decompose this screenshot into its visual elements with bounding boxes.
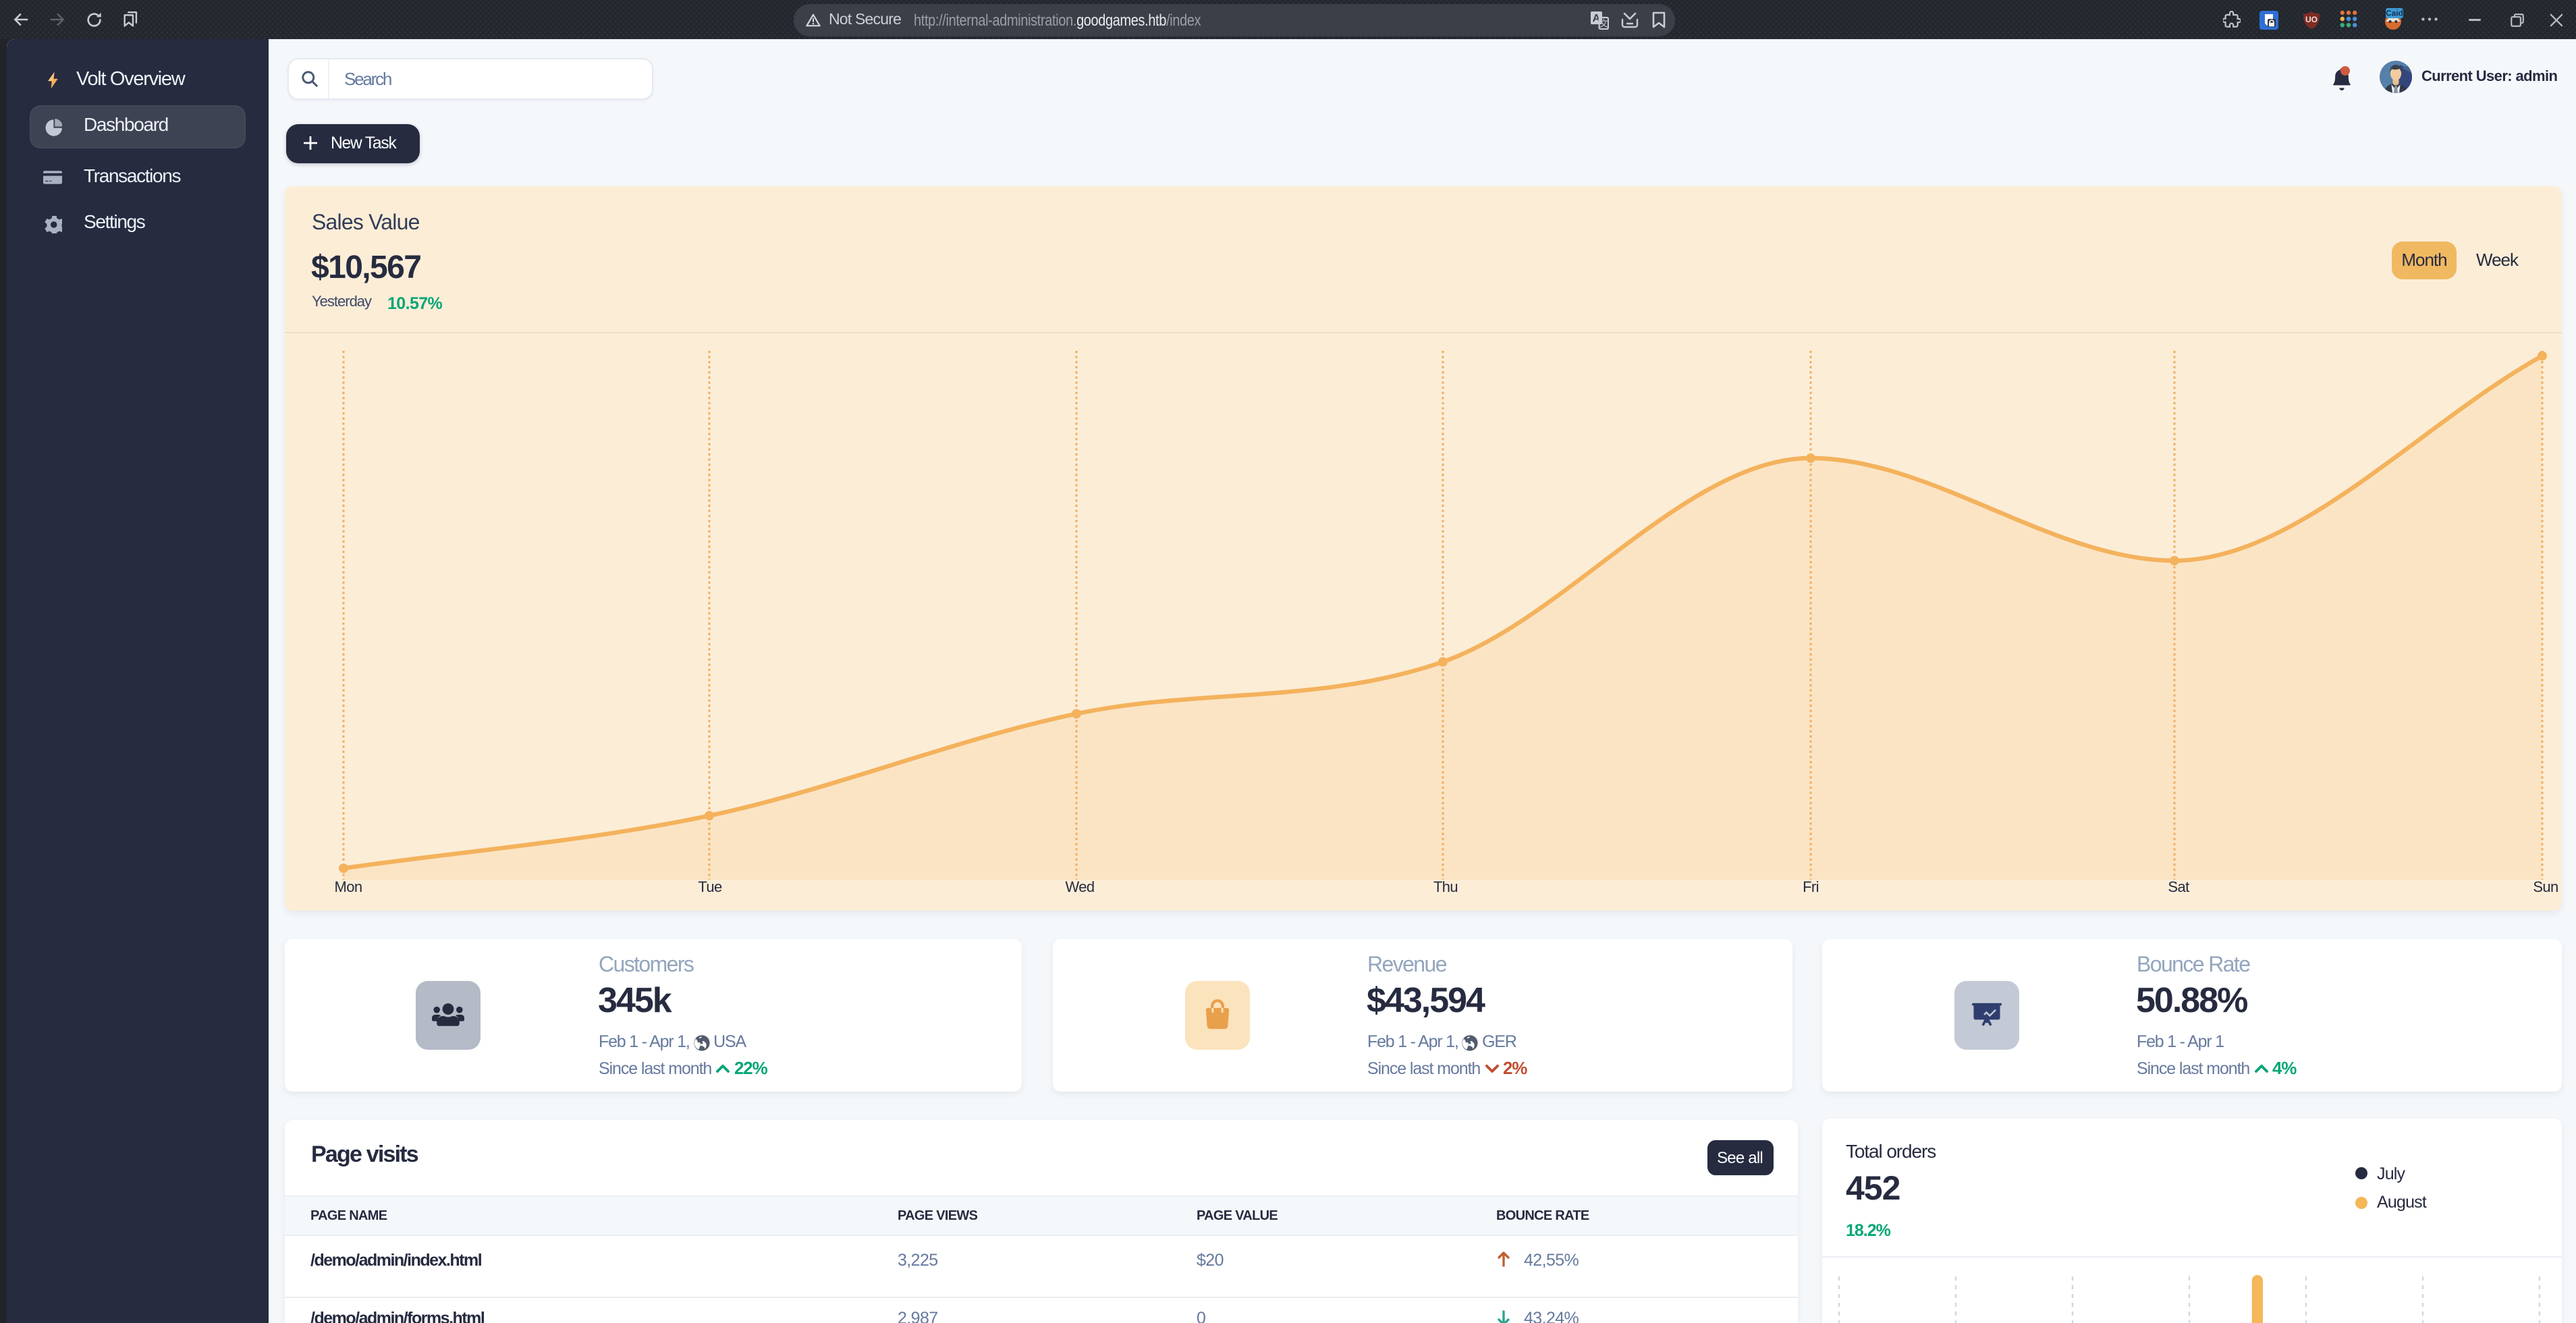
svg-text:UO: UO — [2305, 14, 2317, 24]
svg-text:Caid: Caid — [2386, 9, 2403, 18]
svg-text:文: 文 — [1599, 18, 1608, 28]
